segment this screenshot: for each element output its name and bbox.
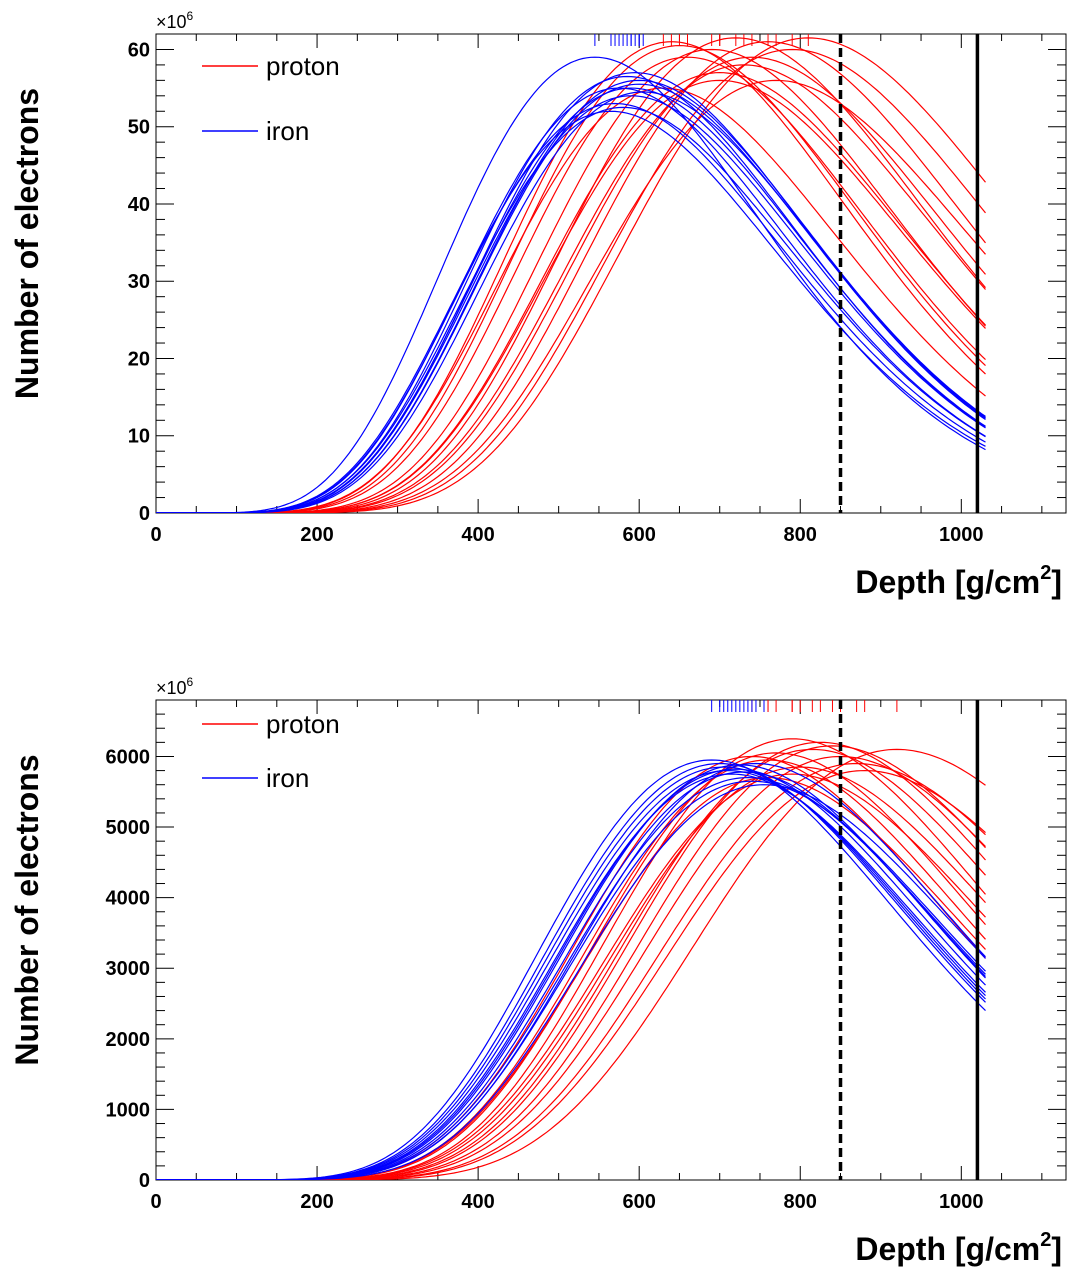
chart-bottom-svg: 0 200 400 600 800 1000 0 1000 2000 3000 4000 5000 60… xyxy=(9,675,1067,1267)
chart1-legend-label-iron: iron xyxy=(266,116,309,146)
chart1-proton-curve xyxy=(156,41,986,513)
chart2-iron-curve xyxy=(156,762,986,1180)
chart1-x-axis-title: Depth [g/cm2] xyxy=(855,562,1062,600)
chart2-y-tick-label: 2000 xyxy=(106,1029,151,1051)
chart2-y-tick-label: 6000 xyxy=(106,746,151,768)
chart1-x-tick-label: 800 xyxy=(784,524,817,546)
chart2-x-tick-label: 200 xyxy=(300,1191,333,1213)
chart2-proton-curve xyxy=(156,755,986,1180)
chart1-y-axis-title: Number of electrons xyxy=(9,88,45,399)
chart1-x-tick-label: 0 xyxy=(150,524,161,546)
chart2-y-multiplier: ×106 xyxy=(156,675,194,698)
chart1-y-multiplier: ×106 xyxy=(156,9,194,32)
chart1-y-tick-label: 0 xyxy=(139,503,150,525)
chart1-iron-curve xyxy=(156,83,986,513)
chart1-iron-curve xyxy=(156,91,986,513)
chart2-x-tick-label: 600 xyxy=(622,1191,655,1213)
chart2-iron-curve xyxy=(156,766,986,1180)
chart1-proton-curve xyxy=(156,79,986,513)
chart2-proton-curve xyxy=(156,759,986,1180)
chart1-x-tick-label: 200 xyxy=(300,524,333,546)
chart1-y-tick-label: 20 xyxy=(128,348,150,370)
chart1-iron-curve xyxy=(156,87,986,513)
chart2-proton-curve xyxy=(156,769,986,1180)
chart2-y-tick-label: 4000 xyxy=(106,888,151,910)
chart2-proton-curve xyxy=(156,762,986,1180)
chart2-x-tick-label: 0 xyxy=(150,1191,161,1213)
chart1-x-tick-label: 600 xyxy=(622,524,655,546)
chart1-x-tick-label: 1000 xyxy=(939,524,984,546)
chart2-proton-curve xyxy=(156,752,986,1180)
chart2-x-tick-label: 1000 xyxy=(939,1191,984,1213)
chart1-proton-curve xyxy=(156,56,986,513)
chart1-curves xyxy=(156,37,986,513)
chart1-iron-curve xyxy=(156,87,986,513)
chart2-x-tick-label: 400 xyxy=(461,1191,494,1213)
chart1-iron-curve xyxy=(156,106,986,513)
chart2-iron-curve xyxy=(156,784,986,1180)
chart2-y-tick-label: 5000 xyxy=(106,817,151,839)
chart2-proton-curve xyxy=(156,748,986,1180)
chart1-proton-curve xyxy=(156,41,986,513)
chart1-y-tick-label: 30 xyxy=(128,271,150,293)
chart2-iron-curve xyxy=(156,769,986,1180)
chart2-proton-curve xyxy=(156,776,986,1180)
chart2-proton-curve xyxy=(156,766,986,1180)
chart2-iron-curve xyxy=(156,764,986,1180)
chart2-y-tick-label: 0 xyxy=(139,1170,150,1192)
chart1-proton-curve xyxy=(156,37,986,513)
chart1-proton-curve xyxy=(156,37,986,513)
chart2-x-axis-title: Depth [g/cm2] xyxy=(855,1229,1062,1267)
chart-top-svg: 0 200 400 600 800 1000 0 10 20 30 40 50 60 ×106 Number… xyxy=(9,9,1067,600)
chart-panel-top: 0 200 400 600 800 1000 0 10 20 30 40 50 60 ×106 Number… xyxy=(9,9,1067,600)
chart1-y-tick-label: 40 xyxy=(128,194,150,216)
chart1-plot-frame xyxy=(155,33,1067,514)
chart1-legend-label-proton: proton xyxy=(266,51,340,81)
chart2-y-tick-label: 3000 xyxy=(106,958,151,980)
chart1-y-tick-label: 60 xyxy=(128,39,150,61)
chart2-proton-curve xyxy=(156,745,986,1180)
chart2-iron-curve xyxy=(156,759,986,1180)
chart2-curves xyxy=(156,738,986,1180)
chart2-y-axis-title: Number of electrons xyxy=(9,754,45,1065)
chart-panel-bottom: 0 200 400 600 800 1000 0 1000 2000 3000 4000 5000 60… xyxy=(0,634,1072,1268)
chart1-iron-curve xyxy=(156,95,986,513)
chart1-y-tick-label: 10 xyxy=(128,426,150,448)
chart2-iron-curve xyxy=(156,776,986,1180)
chart2-legend-label-proton: proton xyxy=(266,709,340,739)
chart1-proton-curve xyxy=(156,87,986,513)
chart2-legend-label-iron: iron xyxy=(266,763,309,793)
chart2-x-tick-label: 800 xyxy=(784,1191,817,1213)
chart1-x-tick-label: 400 xyxy=(461,524,494,546)
chart2-y-tick-label: 1000 xyxy=(106,1099,151,1121)
chart2-iron-curve xyxy=(156,762,986,1180)
chart1-y-tick-label: 50 xyxy=(128,117,150,139)
